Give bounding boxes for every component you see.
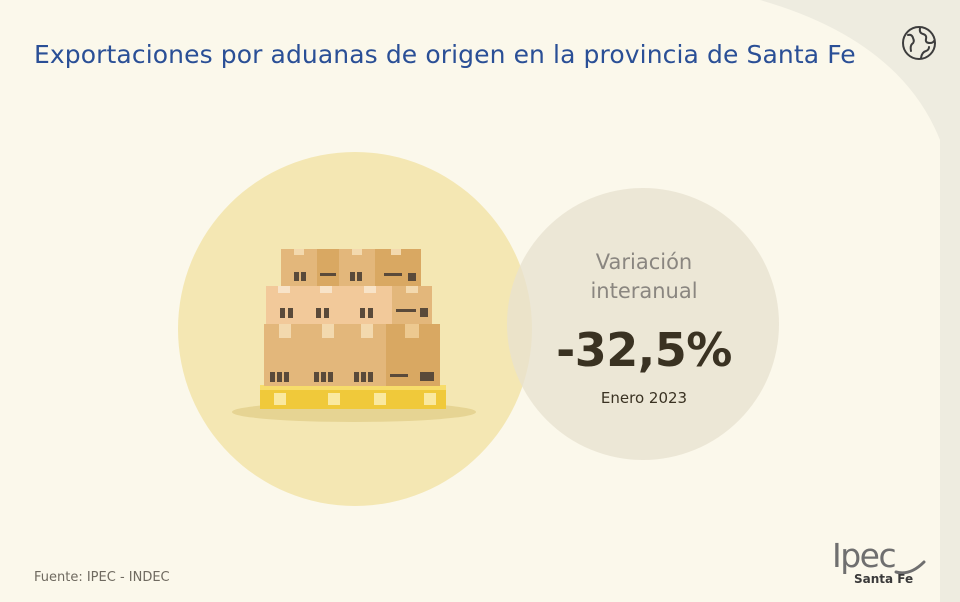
globe-icon <box>902 26 936 60</box>
source-note: Fuente: IPEC - INDEC <box>34 570 170 585</box>
page-title: Exportaciones por aduanas de origen en l… <box>34 40 856 69</box>
indicator-label-line1: Variación <box>595 250 693 274</box>
boxes-on-pallet-illustration <box>232 249 476 422</box>
indicator-label: Variación interanual <box>540 248 748 306</box>
logo-wordmark: Ipec <box>832 536 897 575</box>
indicator-circle <box>507 188 779 460</box>
ipec-logo: Ipec Santa Fe <box>832 538 932 592</box>
logo-subtitle: Santa Fe <box>854 572 914 586</box>
indicator-label-line2: interanual <box>590 279 698 303</box>
indicator-period: Enero 2023 <box>600 389 688 407</box>
indicator-value: -32,5% <box>556 323 732 377</box>
logo-swoosh-icon <box>894 560 926 575</box>
